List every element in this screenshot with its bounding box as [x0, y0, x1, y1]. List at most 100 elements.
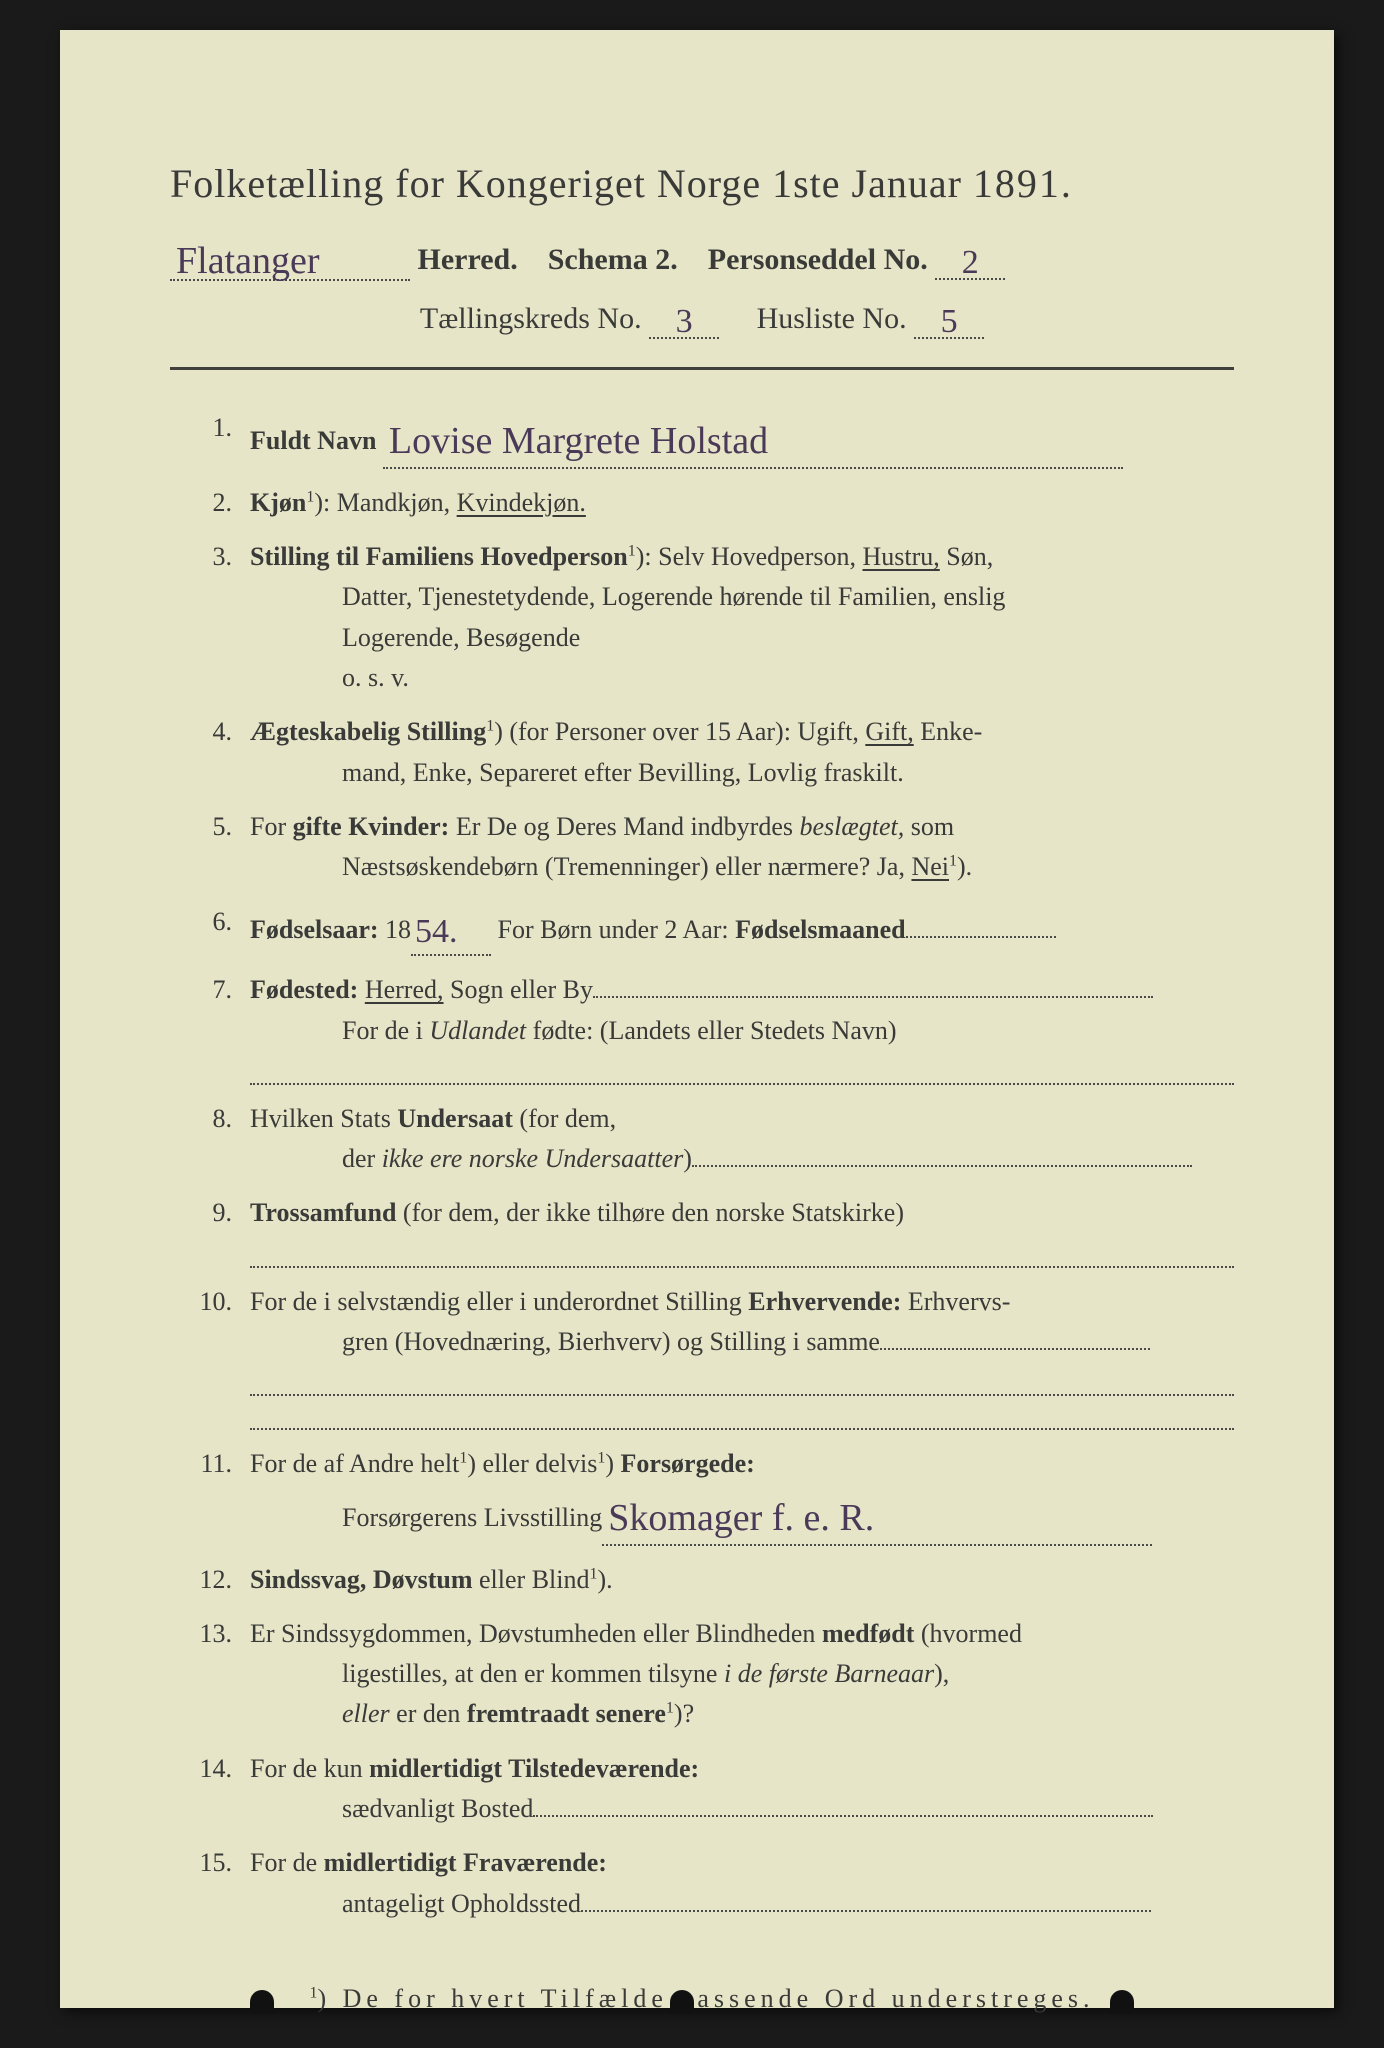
text: sædvanligt Bosted	[342, 1794, 533, 1823]
line: antageligt Opholdssted	[250, 1884, 1234, 1924]
dotted-line	[250, 1372, 1234, 1396]
header-line-1: Flatanger Herred. Schema 2. Personseddel…	[170, 235, 1234, 281]
birthmonth-field	[906, 910, 1056, 938]
item-body: For de midlertidigt Fraværende: antageli…	[250, 1843, 1234, 1924]
text: Forsørgerens Livsstilling	[342, 1503, 602, 1532]
text: ),	[934, 1659, 949, 1688]
sup: 1	[590, 1565, 598, 1582]
label-sex: Kjøn	[250, 488, 306, 517]
item-num: 12.	[170, 1560, 250, 1600]
sup: 1	[486, 718, 494, 735]
title-year: 1891.	[973, 161, 1073, 206]
text: Søn,	[940, 542, 993, 571]
husliste-value: 5	[937, 303, 962, 340]
text: Er De og Deres Mand indbyrdes	[449, 812, 799, 841]
line: Datter, Tjenestetydende, Logerende høren…	[250, 577, 1234, 617]
related-selected: Nei	[911, 852, 949, 881]
name-value: Lovise Margrete Holstad	[383, 420, 774, 462]
text: der	[342, 1144, 382, 1173]
item-num: 4.	[170, 712, 250, 793]
item-9: 9. Trossamfund (for dem, der ikke tilhør…	[170, 1193, 1234, 1267]
item-body: For de kun midlertidigt Tilstedeværende:…	[250, 1749, 1234, 1830]
kreds-label: Tællingskreds No.	[420, 302, 642, 335]
text: Sogn eller By	[444, 975, 594, 1004]
item-body: Kjøn1): Mandkjøn, Kvindekjøn.	[250, 483, 1234, 523]
line: der ikke ere norske Undersaatter)	[250, 1139, 1234, 1179]
item-body: Fødested: Herred, Sogn eller By For de i…	[250, 970, 1234, 1085]
item-body: Er Sindssygdommen, Døvstumheden eller Bl…	[250, 1614, 1234, 1735]
item-num: 1.	[170, 408, 250, 469]
page-tear-icon	[1110, 1990, 1134, 2014]
label-marital: Ægteskabelig Stilling	[250, 717, 486, 746]
occupation-field	[880, 1322, 1150, 1350]
footnote: 1) De for hvert Tilfælde passende Ord un…	[170, 1984, 1234, 2014]
line: Logerende, Besøgende	[250, 618, 1234, 658]
dotted-line	[250, 1061, 1234, 1085]
label-occupation: Erhvervende:	[748, 1287, 901, 1316]
text: For	[250, 812, 293, 841]
line: For de i Udlandet fødte: (Landets eller …	[250, 1011, 1234, 1051]
census-form: Folketælling for Kongeriget Norge 1ste J…	[60, 30, 1334, 2008]
text-italic: beslægtet,	[800, 812, 905, 841]
item-5: 5. For gifte Kvinder: Er De og Deres Man…	[170, 807, 1234, 888]
text: antageligt Opholdssted	[342, 1889, 581, 1918]
dotted-line	[250, 1244, 1234, 1268]
item-body: Ægteskabelig Stilling1) (for Personer ov…	[250, 712, 1234, 793]
husliste-label: Husliste No.	[757, 302, 907, 335]
item-body: Fødselsaar: 1854. For Børn under 2 Aar: …	[250, 902, 1234, 957]
herred-value: Flatanger	[170, 240, 326, 282]
text: )	[605, 1449, 620, 1478]
text-italic: Udlandet	[429, 1016, 526, 1045]
text: For de	[250, 1848, 324, 1877]
line: Forsørgerens LivsstillingSkomager f. e. …	[250, 1485, 1234, 1546]
item-body: Hvilken Stats Undersaat (for dem, der ik…	[250, 1099, 1234, 1180]
item-body: For gifte Kvinder: Er De og Deres Mand i…	[250, 807, 1234, 888]
residence-field	[533, 1789, 1153, 1817]
label-supported: Forsørgede:	[621, 1449, 755, 1478]
label-birthyear: Fødselsaar:	[250, 915, 379, 944]
item-num: 2.	[170, 483, 250, 523]
label-birthplace: Fødested:	[250, 975, 358, 1004]
text: For de i selvstændig eller i underordnet…	[250, 1287, 748, 1316]
birthyear-value: 54.	[411, 913, 462, 950]
herred-label: Herred.	[418, 243, 518, 276]
item-4: 4. Ægteskabelig Stilling1) (for Personer…	[170, 712, 1234, 793]
label-subject: Undersaat	[397, 1104, 513, 1133]
text: For de kun	[250, 1754, 369, 1783]
supporter-value: Skomager f. e. R.	[602, 1497, 880, 1539]
divider	[170, 367, 1234, 370]
line: mand, Enke, Separeret efter Bevilling, L…	[250, 753, 1234, 793]
item-12: 12. Sindssvag, Døvstum eller Blind1).	[170, 1560, 1234, 1600]
sup: 1	[949, 853, 957, 870]
item-num: 3.	[170, 537, 250, 698]
label-disability: Sindssvag, Døvstum	[250, 1565, 473, 1594]
birthplace-selected: Herred,	[365, 975, 444, 1004]
prefix: 18	[379, 915, 412, 944]
text: fødte: (Landets eller Stedets Navn)	[526, 1016, 896, 1045]
item-num: 10.	[170, 1282, 250, 1431]
item-num: 13.	[170, 1614, 250, 1735]
personseddel-label: Personseddel No.	[708, 243, 928, 276]
sup: 1	[628, 543, 636, 560]
text: (for dem, der ikke tilhøre den norske St…	[396, 1198, 904, 1227]
text: )?	[674, 1699, 694, 1728]
page-tear-icon	[670, 1990, 694, 2014]
birthplace-field	[593, 970, 1153, 998]
text: ).	[957, 852, 972, 881]
header-line-2: Tællingskreds No. 3 Husliste No. 5	[170, 299, 1234, 339]
text: Næstsøskendebørn (Tremenninger) eller næ…	[342, 852, 911, 881]
line: eller er den fremtraadt senere1)?	[250, 1694, 1234, 1734]
text: (hvormed	[914, 1619, 1022, 1648]
item-14: 14. For de kun midlertidigt Tilstedevære…	[170, 1749, 1234, 1830]
personseddel-value: 2	[958, 244, 983, 281]
name-field: Lovise Margrete Holstad	[383, 408, 1123, 469]
text: ): Mandkjøn,	[314, 488, 456, 517]
label-present: midlertidigt Tilstedeværende:	[369, 1754, 699, 1783]
label-absent: midlertidigt Fraværende:	[324, 1848, 607, 1877]
item-15: 15. For de midlertidigt Fraværende: anta…	[170, 1843, 1234, 1924]
herred-field: Flatanger	[170, 235, 410, 281]
supporter-field: Skomager f. e. R.	[602, 1485, 1152, 1546]
item-body: For de i selvstændig eller i underordnet…	[250, 1282, 1234, 1431]
text: For Børn under 2 Aar:	[491, 915, 735, 944]
item-10: 10. For de i selvstændig eller i underor…	[170, 1282, 1234, 1431]
